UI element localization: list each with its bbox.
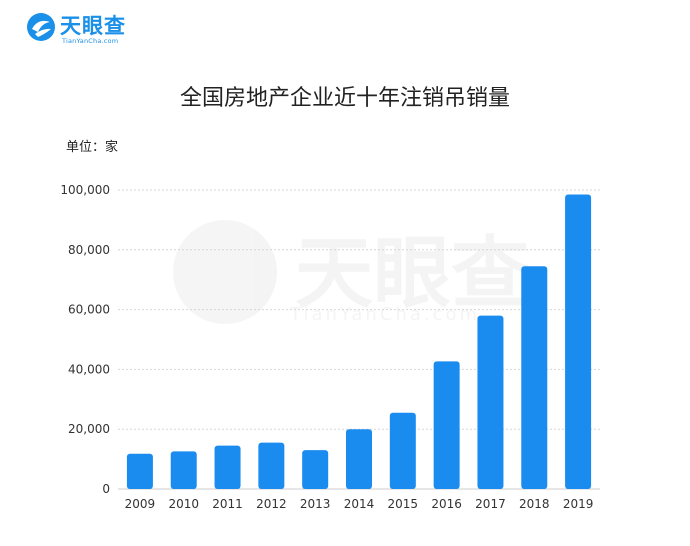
x-tick-label: 2015 (388, 497, 419, 511)
x-tick-label: 2014 (344, 497, 375, 511)
y-tick-label: 100,000 (60, 183, 110, 197)
watermark: 天眼查 TianYanCha.com (173, 220, 529, 325)
x-tick-label: 2018 (519, 497, 550, 511)
x-tick-label: 2010 (168, 497, 199, 511)
chart-title: 全国房地产企业近十年注销吊销量 (179, 86, 510, 111)
bar-2010 (170, 451, 197, 489)
x-tick-label: 2019 (563, 497, 594, 511)
y-tick-label: 20,000 (68, 422, 110, 436)
bar-2011 (214, 445, 241, 489)
x-tick-label: 2017 (475, 497, 506, 511)
brand-logo: 天眼查 TianYanCha.com (26, 10, 146, 46)
brand-name: 天眼查 (60, 14, 126, 38)
y-tick-label: 40,000 (68, 362, 110, 376)
y-tick-label: 60,000 (68, 303, 110, 317)
x-tick-label: 2012 (256, 497, 287, 511)
bar-2014 (346, 429, 372, 489)
tianyancha-logo-icon (27, 13, 55, 41)
x-tick-label: 2016 (431, 497, 462, 511)
unit-label: 单位：家 (66, 140, 119, 155)
bar-2009 (126, 453, 153, 489)
y-tick-label: 80,000 (68, 243, 110, 257)
x-tick-label: 2009 (125, 497, 156, 511)
watermark-domain: TianYanCha.com (289, 304, 480, 325)
bar-2012 (258, 442, 285, 489)
bar-2013 (302, 450, 329, 489)
watermark-brand: 天眼查 (295, 229, 529, 319)
y-tick-label: 0 (102, 482, 110, 496)
bar-2015 (389, 412, 416, 489)
x-tick-label: 2011 (212, 497, 243, 511)
bar-2016 (433, 361, 460, 489)
bar-2017 (477, 315, 504, 489)
bar-2019 (565, 194, 592, 490)
x-tick-label: 2013 (300, 497, 331, 511)
brand-domain: TianYanCha.com (62, 37, 119, 45)
bar-2018 (521, 266, 548, 489)
